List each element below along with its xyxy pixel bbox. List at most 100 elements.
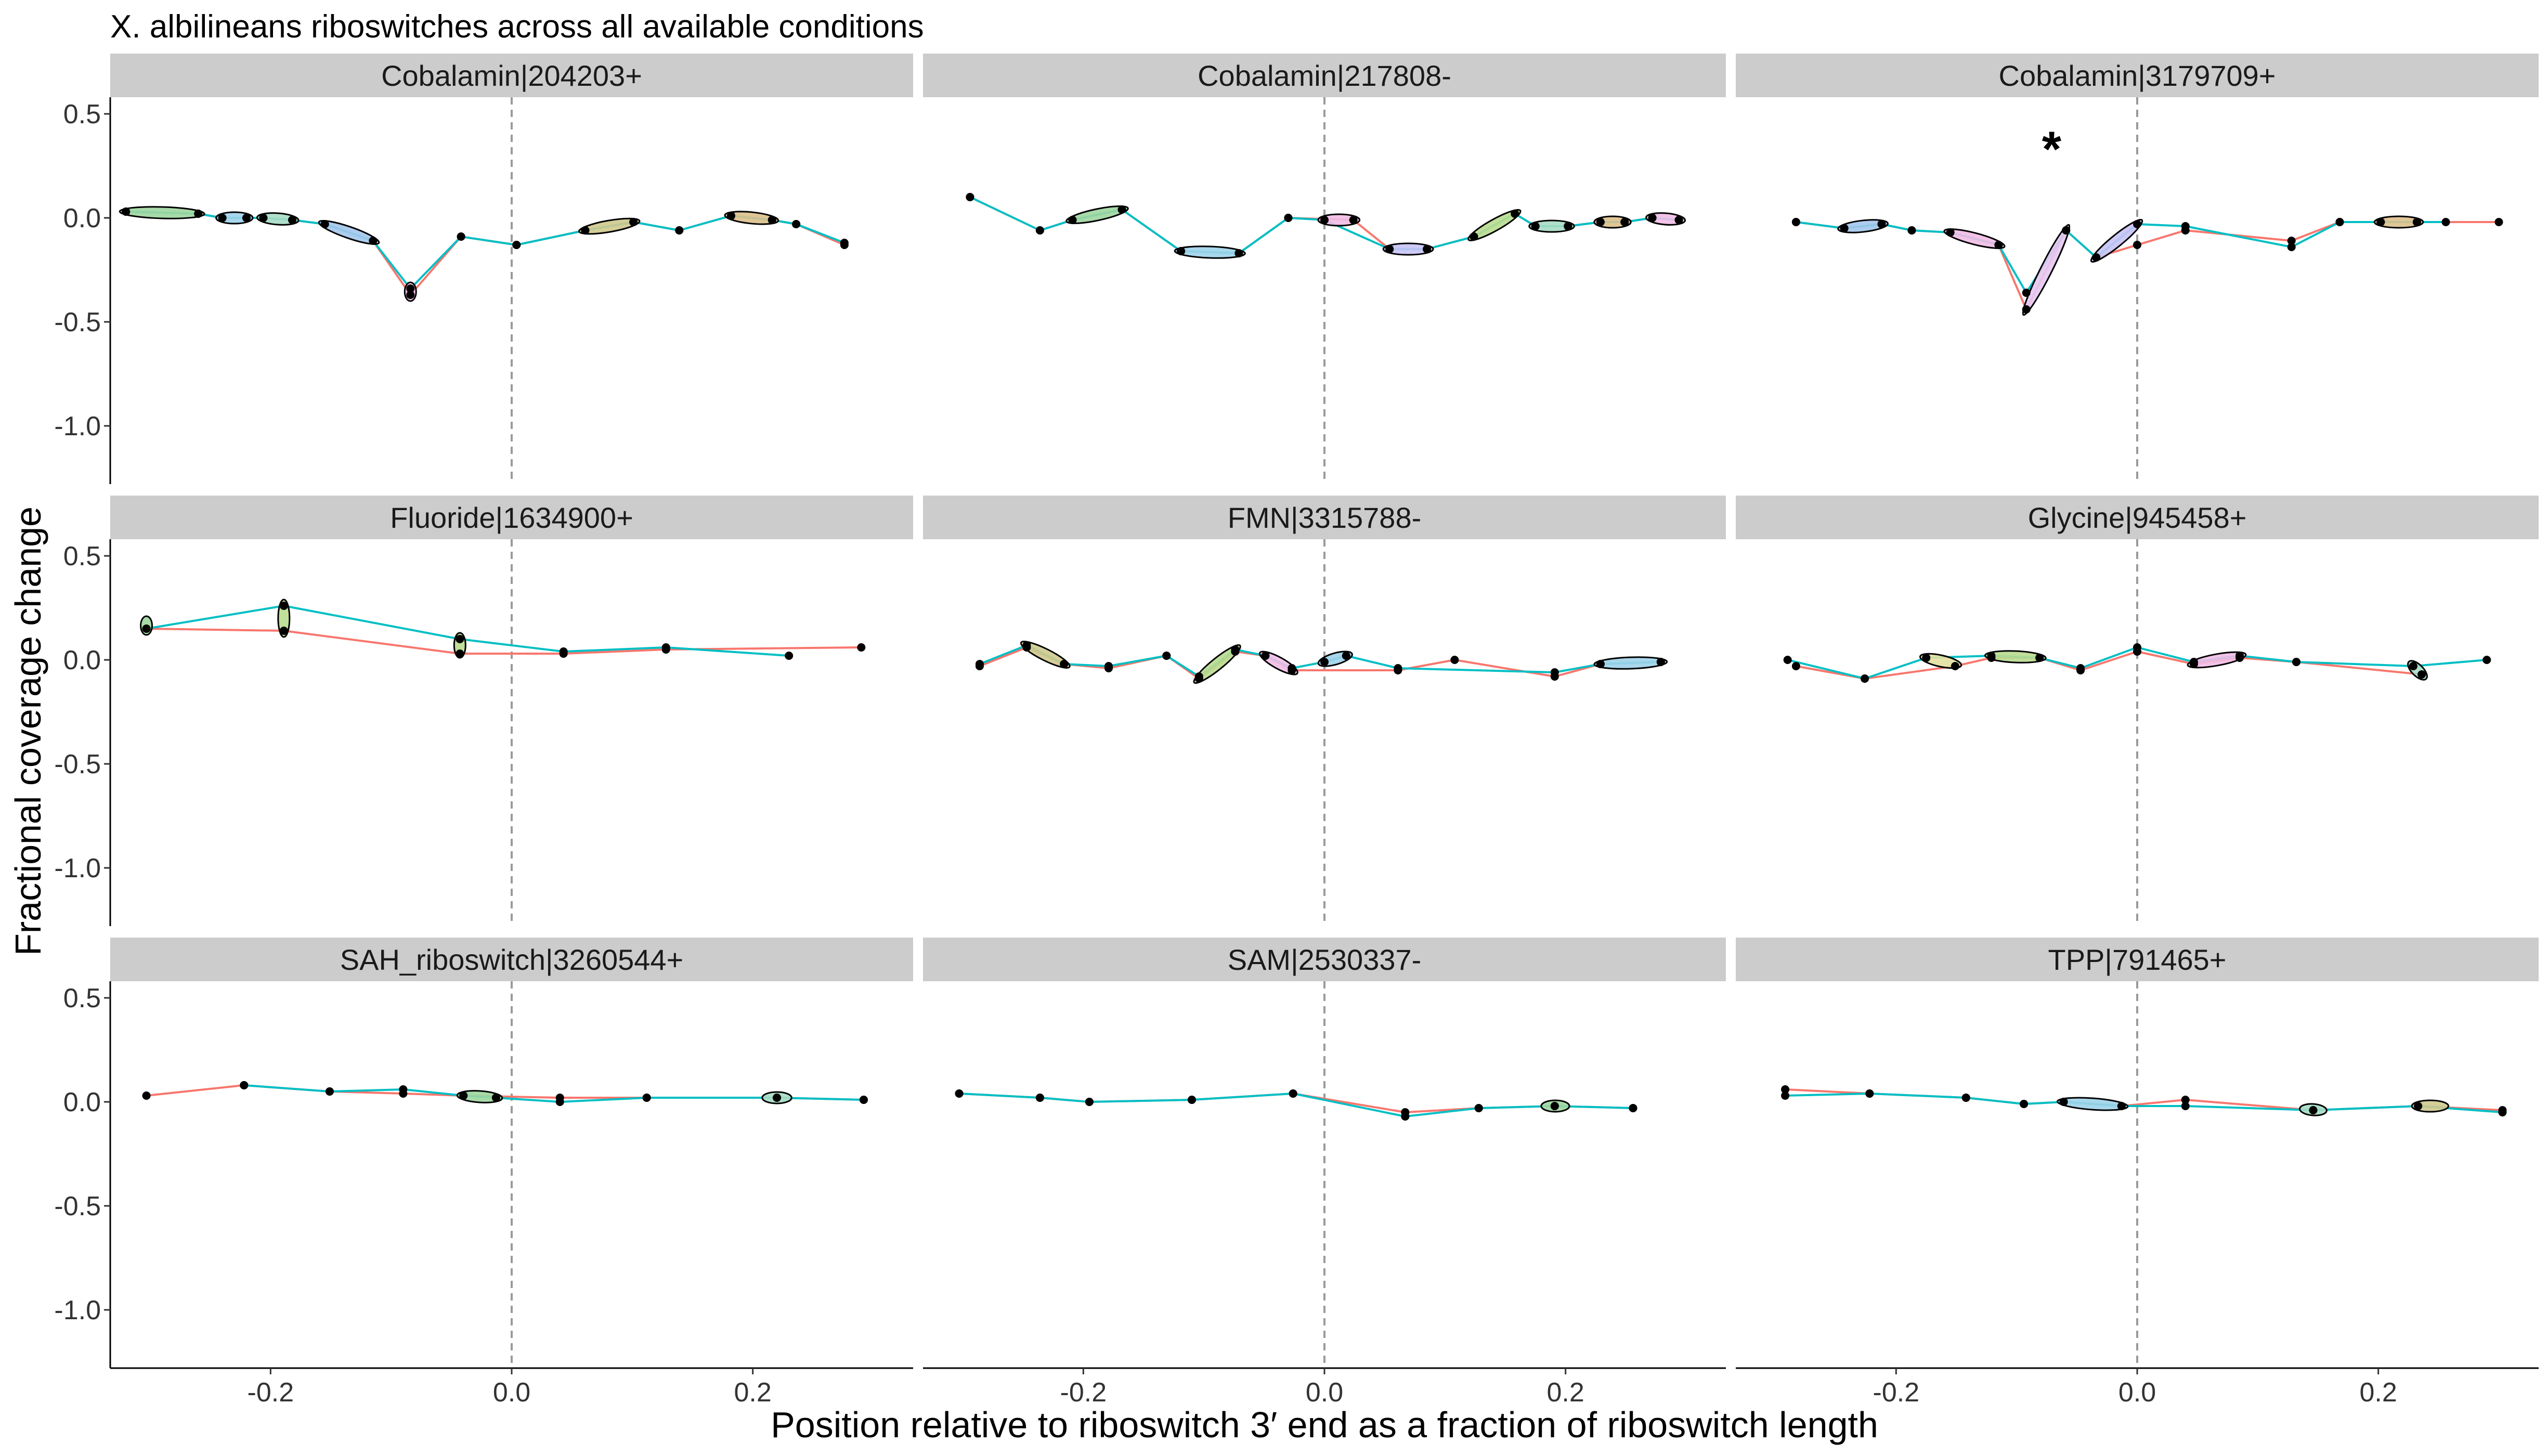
data-point — [1596, 218, 1605, 226]
series-line — [1796, 221, 2446, 294]
data-point — [1234, 249, 1243, 257]
y-tick-label: -1.0 — [54, 1295, 101, 1325]
x-tick-label: -0.2 — [1873, 1377, 1920, 1408]
x-axis-title: Position relative to riboswitch 3′ end a… — [771, 1405, 1878, 1445]
data-point — [259, 214, 268, 222]
group-ellipse — [1837, 219, 1889, 233]
data-point — [1187, 1096, 1196, 1104]
group-ellipse — [119, 206, 205, 219]
data-point — [2133, 643, 2141, 652]
data-point — [1951, 662, 1959, 670]
data-point — [559, 647, 568, 656]
facet-strip-label: Cobalamin|217808- — [1198, 59, 1451, 92]
data-point — [1104, 662, 1113, 670]
data-point — [1511, 210, 1519, 218]
facet-panel: TPP|791465+ -0.2 0.0 0.2 — [1736, 938, 2539, 1408]
data-point — [1068, 216, 1077, 224]
data-point — [325, 1087, 334, 1096]
data-point — [1022, 641, 1031, 649]
x-tick-label: 0.2 — [2360, 1377, 2397, 1408]
data-point — [785, 652, 794, 660]
data-point — [194, 210, 203, 218]
data-point — [1781, 1085, 1790, 1094]
data-point — [2235, 652, 2244, 660]
x-tick-label: -0.2 — [1060, 1377, 1107, 1408]
data-point — [2062, 226, 2071, 235]
data-point — [2482, 656, 2491, 664]
data-point — [1674, 216, 1683, 224]
data-point — [773, 1094, 782, 1102]
data-point — [1085, 1098, 1094, 1106]
chart-title: X. albilineans riboswitches across all a… — [110, 9, 924, 45]
data-point — [1231, 645, 1240, 654]
data-point — [406, 284, 415, 293]
data-point — [1035, 1094, 1044, 1102]
facet-strip — [1736, 938, 2539, 981]
data-point — [859, 1096, 868, 1104]
y-axis-title: Fractional coverage change — [8, 506, 48, 956]
data-point — [456, 649, 464, 658]
facet-panel: FMN|3315788- — [923, 496, 1726, 926]
data-point — [1320, 216, 1329, 224]
data-point — [768, 216, 776, 224]
data-point — [279, 602, 288, 610]
data-point — [1922, 654, 1931, 662]
data-point — [1394, 664, 1402, 672]
data-point — [1791, 218, 1800, 226]
data-point — [2292, 658, 2301, 666]
group-ellipse — [1943, 228, 2006, 249]
data-point — [288, 216, 297, 224]
group-ellipse — [2057, 1097, 2129, 1111]
data-point — [675, 226, 684, 235]
group-ellipse — [2022, 224, 2071, 316]
facet-strip-label: Cobalamin|3179709+ — [1999, 59, 2276, 92]
group-ellipse — [1193, 644, 1241, 684]
data-point — [1474, 1104, 1483, 1112]
data-point — [1035, 226, 1044, 235]
data-point — [1284, 214, 1293, 222]
data-point — [2441, 218, 2450, 226]
data-point — [2133, 241, 2141, 249]
data-point — [792, 220, 801, 228]
facet-strip — [110, 54, 913, 97]
facet-strip — [923, 496, 1726, 539]
data-point — [279, 627, 288, 635]
data-point — [2092, 253, 2101, 262]
data-point — [369, 237, 378, 245]
data-point — [1162, 652, 1171, 660]
x-tick-label: 0.2 — [734, 1377, 772, 1408]
data-point — [1450, 656, 1459, 664]
data-point — [857, 643, 866, 652]
x-tick-label: 0.2 — [1547, 1377, 1584, 1408]
group-ellipse — [456, 1090, 503, 1103]
data-point — [1342, 652, 1350, 660]
facet-strip — [110, 938, 913, 981]
facet-grid: Cobalamin|204203+0.50.0-0.5-1.0Cobalamin… — [54, 54, 2539, 1408]
data-point — [142, 1091, 151, 1100]
data-point — [1961, 1094, 1970, 1102]
group-ellipse — [1020, 641, 1071, 669]
facet-strip — [1736, 496, 2539, 539]
data-point — [1423, 245, 1432, 253]
group-ellipse — [724, 211, 779, 225]
data-point — [1401, 1112, 1410, 1121]
group-ellipse — [1984, 650, 2047, 664]
y-tick-label: -0.5 — [54, 307, 101, 337]
data-point — [1596, 660, 1605, 668]
facet-panel: SAH_riboswitch|3260544+ 0.5 0.0 -0.5 -1.0 -0.… — [54, 938, 913, 1408]
data-point — [1994, 241, 2003, 249]
data-point — [459, 1091, 468, 1100]
facet-strip — [1736, 54, 2539, 97]
data-point — [2309, 1106, 2318, 1114]
facet-strip — [110, 496, 913, 539]
x-tick-label: 0.0 — [493, 1377, 530, 1408]
data-point — [1620, 218, 1629, 226]
data-point — [2376, 218, 2385, 226]
data-point — [1289, 1089, 1297, 1098]
data-point — [2417, 670, 2426, 679]
data-point — [1385, 245, 1394, 253]
y-tick-label: -1.0 — [54, 853, 101, 883]
data-point — [2494, 218, 2503, 226]
data-point — [1470, 232, 1478, 241]
